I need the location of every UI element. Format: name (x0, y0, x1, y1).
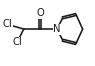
Text: O: O (36, 8, 44, 18)
Text: N: N (53, 24, 61, 34)
Text: Cl: Cl (12, 37, 22, 47)
Text: Cl: Cl (3, 19, 12, 29)
